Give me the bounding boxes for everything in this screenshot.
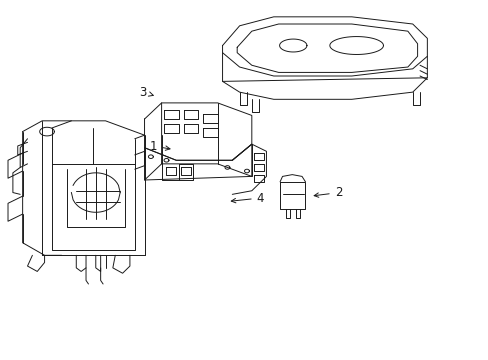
Text: 1: 1: [149, 140, 170, 153]
Text: 2: 2: [313, 186, 342, 199]
Text: 3: 3: [140, 86, 153, 99]
Text: 4: 4: [231, 192, 264, 204]
